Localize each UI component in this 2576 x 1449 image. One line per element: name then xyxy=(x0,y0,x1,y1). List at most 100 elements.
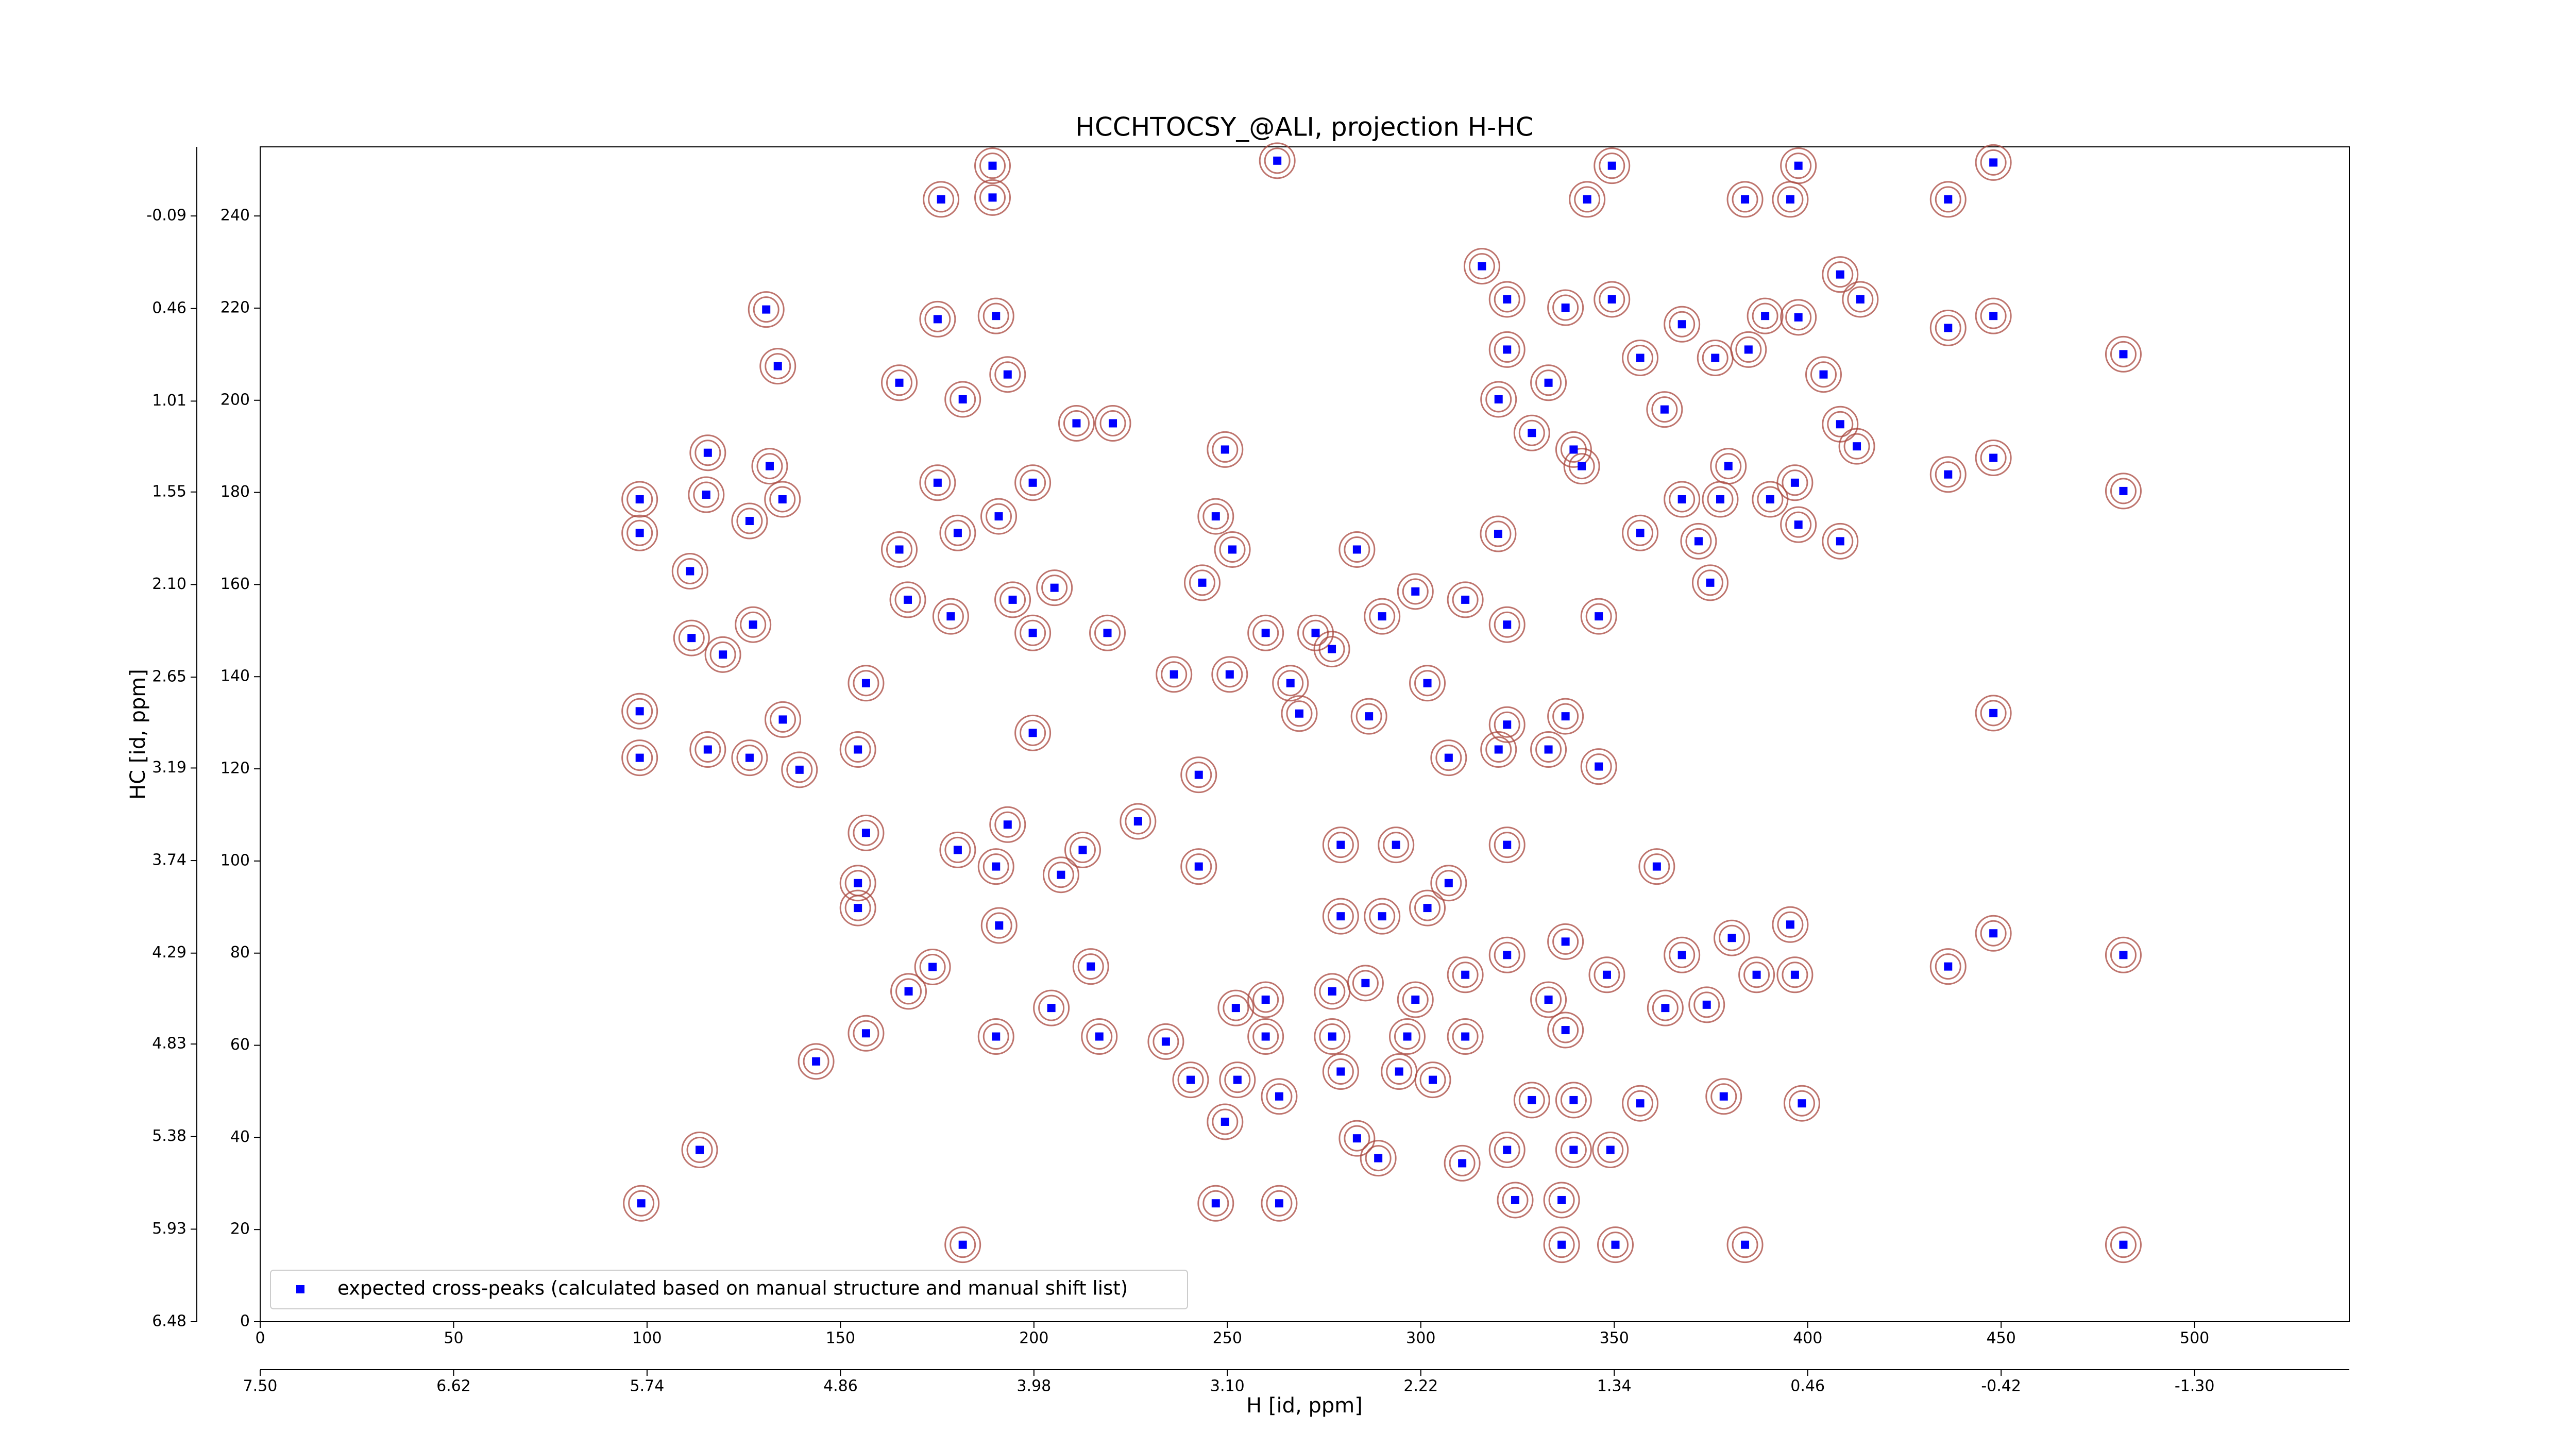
cross-peak xyxy=(904,987,913,996)
peak-contour xyxy=(1480,515,1517,552)
cross-peak xyxy=(1461,595,1470,604)
peak-contour xyxy=(1216,661,1243,688)
cross-peak xyxy=(992,312,1001,321)
peak-contour xyxy=(1369,603,1396,630)
peak-contour xyxy=(1488,706,1526,743)
peak-contour xyxy=(1535,986,1562,1013)
peak-contour xyxy=(1752,481,1789,518)
peak-contour xyxy=(977,297,1014,334)
peak-contour xyxy=(694,440,721,466)
peak-contour xyxy=(1202,1190,1229,1217)
peak-contour xyxy=(1743,962,1770,988)
peak-contour xyxy=(2105,473,2142,510)
cross-peak xyxy=(1819,370,1828,379)
peak-contour xyxy=(2110,341,2137,367)
cross-peak xyxy=(861,829,870,837)
peak-contour xyxy=(1125,808,1151,835)
peak-contour xyxy=(1497,1182,1534,1219)
cross-peak xyxy=(1261,1032,1270,1041)
peak-contour xyxy=(1360,1140,1397,1177)
peak-contour xyxy=(736,745,763,771)
y-tick-label: 220 xyxy=(221,298,250,316)
peak-contour xyxy=(1180,756,1217,794)
peak-contour xyxy=(1224,1067,1251,1093)
cross-peak xyxy=(992,1032,1001,1041)
peak-contour xyxy=(1266,1190,1293,1217)
peak-contour xyxy=(1552,294,1579,321)
peak-contour xyxy=(1277,670,1304,697)
peak-contour xyxy=(939,514,976,551)
cross-peak xyxy=(1109,419,1117,428)
y2-tick-label: 2.10 xyxy=(152,575,187,593)
cross-peak xyxy=(1273,156,1282,165)
cross-peak xyxy=(1378,912,1386,921)
cross-peak xyxy=(1328,987,1336,996)
cross-peak xyxy=(1557,1195,1566,1204)
cross-peak xyxy=(1008,595,1017,604)
cross-peak xyxy=(1261,629,1270,637)
cross-peak xyxy=(953,846,962,854)
x-tick-label: 0 xyxy=(255,1329,265,1347)
peak-contour xyxy=(1555,431,1592,468)
peak-contour xyxy=(1383,832,1410,858)
cross-peak xyxy=(958,1240,967,1249)
cross-peak xyxy=(928,963,937,971)
peak-contour xyxy=(1838,428,1875,465)
peak-contour xyxy=(1518,419,1545,446)
x-tick-label: 100 xyxy=(632,1329,662,1347)
x2-tick-label: 1.34 xyxy=(1597,1377,1632,1395)
legend-text: expected cross-peaks (calculated based o… xyxy=(337,1277,1128,1300)
peak-contour xyxy=(1580,598,1617,635)
cross-peak xyxy=(1186,1075,1195,1084)
peak-contour xyxy=(1449,1150,1476,1176)
cross-peak xyxy=(1989,929,1998,938)
peak-contour xyxy=(1647,989,1684,1026)
peak-contour xyxy=(1513,414,1550,451)
peak-contour xyxy=(1929,456,1967,493)
cross-peak xyxy=(1198,578,1207,587)
peak-contour xyxy=(1014,614,1052,651)
peak-contour xyxy=(932,598,969,635)
cross-peak xyxy=(1595,762,1603,771)
peak-contour xyxy=(1980,149,2007,176)
peak-contour xyxy=(736,508,763,534)
y-tick-label: 160 xyxy=(221,575,250,593)
cross-peak xyxy=(1444,753,1453,762)
peak-contour xyxy=(1327,832,1354,858)
peak-contour xyxy=(889,581,926,618)
peak-contour xyxy=(1314,973,1351,1010)
y2-tick-label: 1.01 xyxy=(152,392,187,410)
cross-peak xyxy=(1636,353,1645,362)
peak-contour xyxy=(1177,1067,1204,1093)
cross-peak xyxy=(1677,951,1686,959)
peak-contour xyxy=(1810,361,1837,388)
peak-contour xyxy=(626,486,653,513)
peak-contour xyxy=(1281,695,1318,732)
peak-contour xyxy=(1547,289,1584,326)
peak-contour xyxy=(1189,569,1216,596)
peak-contour xyxy=(944,836,971,863)
peak-contour xyxy=(1327,903,1354,930)
peak-contour xyxy=(770,706,796,733)
peak-contour xyxy=(1388,1018,1426,1055)
cross-peak xyxy=(1944,195,1953,204)
cross-peak xyxy=(1711,353,1720,362)
cross-peak xyxy=(635,529,644,537)
cross-peak xyxy=(854,904,862,913)
peak-contour xyxy=(1822,523,1859,560)
peak-contour xyxy=(979,153,1006,179)
peak-contour xyxy=(1207,1103,1244,1140)
peak-contour xyxy=(980,907,1018,944)
peak-contour xyxy=(693,481,720,508)
peak-contour xyxy=(704,636,741,673)
peak-contour xyxy=(759,348,796,385)
peak-contour xyxy=(751,448,788,485)
peak-contour xyxy=(1664,481,1701,518)
peak-contour xyxy=(937,603,964,630)
cross-peak xyxy=(1636,1099,1645,1108)
peak-contour xyxy=(621,739,658,777)
cross-peak xyxy=(1856,295,1865,304)
peak-contour xyxy=(1444,1144,1481,1182)
cross-peak xyxy=(696,1145,704,1154)
peak-contour xyxy=(1592,1131,1629,1168)
